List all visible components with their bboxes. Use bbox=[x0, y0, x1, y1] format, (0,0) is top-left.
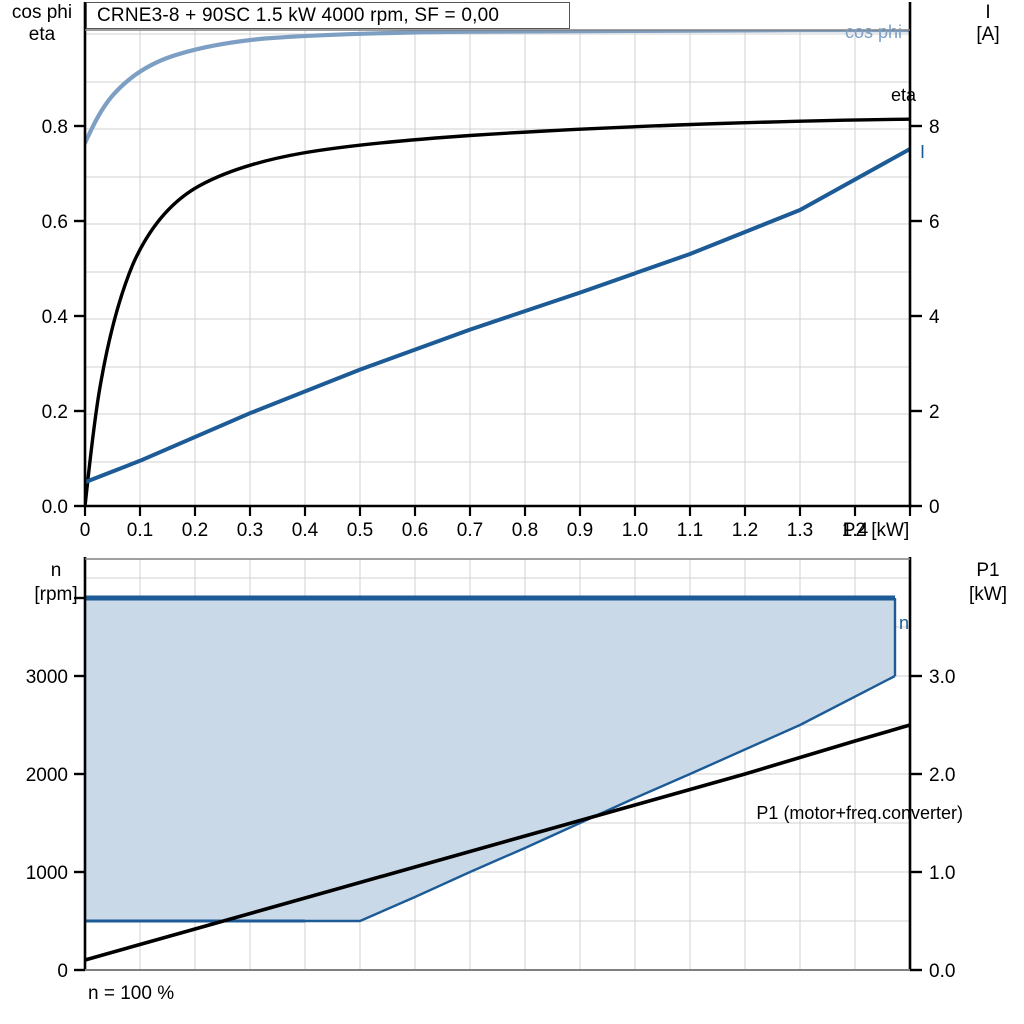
top-ytick-4: 0.8 bbox=[42, 117, 68, 138]
top-vertical-gridlines bbox=[139, 30, 856, 506]
top-xtick-4: 0.4 bbox=[292, 520, 319, 541]
top-x-tick-labels: 0 0.1 0.2 0.3 0.4 0.5 0.6 0.7 0.8 0.9 1.… bbox=[80, 520, 869, 541]
eta-series-label: eta bbox=[891, 85, 917, 105]
top-xtick-2: 0.2 bbox=[182, 520, 208, 541]
bottom-ytick-0: 0 bbox=[57, 961, 68, 982]
bottom-chart-svg: 0 1000 2000 3000 0.0 1.0 2.0 3.0 n [rpm] bbox=[26, 557, 1007, 982]
n-series-label: n bbox=[899, 613, 909, 633]
bottom-left-axis-title-line1: n bbox=[51, 560, 62, 581]
top-right-axis-title-line2: [A] bbox=[976, 24, 999, 45]
top-x-ticks bbox=[83, 506, 912, 516]
top-y2tick-4: 8 bbox=[929, 117, 940, 138]
top-xtick-14: 1.4 bbox=[842, 520, 869, 541]
top-ytick-0: 0.0 bbox=[42, 497, 68, 518]
bottom-right-axis-title-line2: [kW] bbox=[969, 584, 1007, 605]
top-xtick-0: 0 bbox=[80, 520, 91, 541]
bottom-y2tick-0: 0.0 bbox=[929, 961, 955, 982]
top-xtick-8: 0.8 bbox=[512, 520, 538, 541]
top-xtick-3: 0.3 bbox=[237, 520, 263, 541]
bottom-ytick-1: 1000 bbox=[26, 863, 68, 884]
bottom-right-tick-labels: 0.0 1.0 2.0 3.0 bbox=[929, 667, 955, 982]
top-y2tick-2: 4 bbox=[929, 307, 940, 328]
chart-title-box: CRNE3-8 + 90SC 1.5 kW 4000 rpm, SF = 0,0… bbox=[86, 2, 570, 29]
top-xtick-1: 0.1 bbox=[127, 520, 153, 541]
cos-phi-curve bbox=[85, 30, 910, 146]
top-left-axis-title-line1: cos phi bbox=[12, 2, 72, 23]
top-y2tick-0: 0 bbox=[929, 497, 940, 518]
p1-series-label: P1 (motor+freq.converter) bbox=[756, 803, 963, 823]
bottom-ytick-3: 3000 bbox=[26, 667, 68, 688]
top-left-ticks bbox=[74, 124, 85, 508]
eta-curve bbox=[85, 117, 910, 506]
top-xtick-11: 1.1 bbox=[677, 520, 703, 541]
top-xtick-10: 1.0 bbox=[622, 520, 648, 541]
bottom-y2tick-1: 1.0 bbox=[929, 863, 955, 884]
top-right-axis-title-line1: I bbox=[985, 2, 990, 23]
top-xtick-13: 1.3 bbox=[787, 520, 813, 541]
top-chart-panel: 0.0 0.2 0.4 0.6 0.8 0 2 4 6 8 bbox=[12, 2, 1000, 541]
n-range-band-fill bbox=[85, 598, 895, 921]
top-right-tick-labels: 0 2 4 6 8 bbox=[929, 117, 940, 518]
bottom-y2tick-3: 3.0 bbox=[929, 667, 955, 688]
p1-curve bbox=[85, 723, 910, 962]
top-ytick-2: 0.4 bbox=[42, 307, 69, 328]
bottom-y2tick-2: 2.0 bbox=[929, 765, 955, 786]
cos-phi-series-label: cos phi bbox=[845, 22, 902, 42]
top-right-ticks bbox=[910, 124, 922, 508]
top-x-axis-title: P2 [kW] bbox=[843, 520, 910, 541]
top-chart-svg: 0.0 0.2 0.4 0.6 0.8 0 2 4 6 8 bbox=[12, 2, 1000, 541]
top-left-axis-title-line2: eta bbox=[29, 24, 56, 45]
bottom-left-axis-title-line2: [rpm] bbox=[34, 584, 77, 605]
top-xtick-5: 0.5 bbox=[347, 520, 373, 541]
footnote-text: n = 100 % bbox=[88, 983, 175, 1004]
top-xtick-12: 1.2 bbox=[732, 520, 758, 541]
top-y2tick-1: 2 bbox=[929, 402, 940, 423]
top-plot-background bbox=[85, 30, 910, 506]
top-xtick-7: 0.7 bbox=[457, 520, 483, 541]
bottom-ytick-2: 2000 bbox=[26, 765, 68, 786]
bottom-left-tick-labels: 0 1000 2000 3000 bbox=[26, 667, 68, 982]
chart-title-text: CRNE3-8 + 90SC 1.5 kW 4000 rpm, SF = 0,0… bbox=[97, 4, 500, 26]
bottom-left-ticks bbox=[74, 596, 85, 972]
top-xtick-6: 0.6 bbox=[402, 520, 428, 541]
top-y2tick-3: 6 bbox=[929, 212, 940, 233]
top-left-tick-labels: 0.0 0.2 0.4 0.6 0.8 bbox=[42, 117, 69, 518]
top-horizontal-gridlines bbox=[85, 33, 910, 463]
bottom-right-axis-title-line1: P1 bbox=[976, 560, 999, 581]
top-xtick-9: 0.9 bbox=[567, 520, 593, 541]
current-curve bbox=[85, 147, 910, 485]
bottom-chart-panel: 0 1000 2000 3000 0.0 1.0 2.0 3.0 n [rpm] bbox=[0, 545, 1024, 1024]
bottom-right-ticks bbox=[910, 674, 922, 972]
top-ytick-3: 0.6 bbox=[42, 212, 68, 233]
current-series-label: I bbox=[920, 142, 925, 162]
top-ytick-1: 0.2 bbox=[42, 402, 68, 423]
